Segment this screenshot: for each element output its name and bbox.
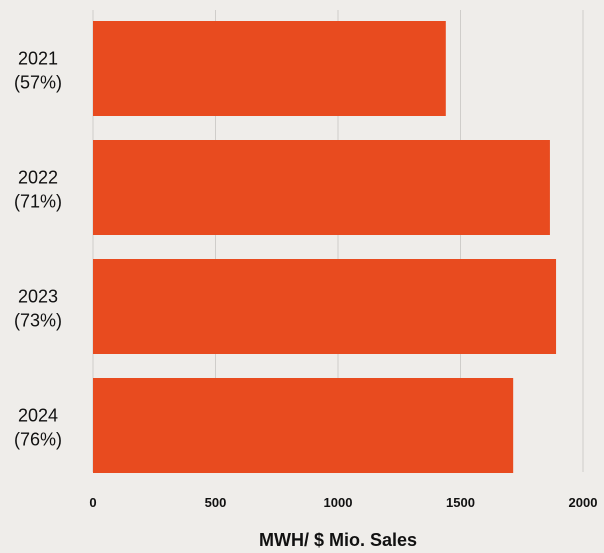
x-tick-label: 1000 xyxy=(324,495,353,510)
x-tick-label: 1500 xyxy=(446,495,475,510)
category-label: 2024 (76%) xyxy=(14,406,62,450)
category-label-line: 2023 xyxy=(18,287,58,307)
category-label: 2021 (57%) xyxy=(14,49,62,93)
category-label: 2022 (71%) xyxy=(14,168,62,212)
category-label: 2023 (73%) xyxy=(14,287,62,331)
bar xyxy=(93,378,514,473)
category-label-line: 2021 xyxy=(18,49,58,69)
x-tick-label: 500 xyxy=(205,495,227,510)
bar xyxy=(93,21,446,116)
x-tick-label: 2000 xyxy=(569,495,598,510)
bars xyxy=(93,21,557,473)
x-axis-title: MWH/ $ Mio. Sales xyxy=(259,530,417,550)
category-label-line: 2024 xyxy=(18,406,58,426)
category-label-line: (57%) xyxy=(14,73,62,93)
x-tick-labels: 0 500 1000 1500 2000 xyxy=(89,495,597,510)
category-label-line: (76%) xyxy=(14,430,62,450)
category-label-line: (73%) xyxy=(14,311,62,331)
bar xyxy=(93,140,550,235)
category-label-line: 2022 xyxy=(18,168,58,188)
bar xyxy=(93,259,557,354)
x-tick-label: 0 xyxy=(89,495,96,510)
category-label-line: (71%) xyxy=(14,192,62,212)
category-labels: 2021 (57%) 2022 (71%) 2023 (73%) 2024 (76%) xyxy=(14,49,62,450)
